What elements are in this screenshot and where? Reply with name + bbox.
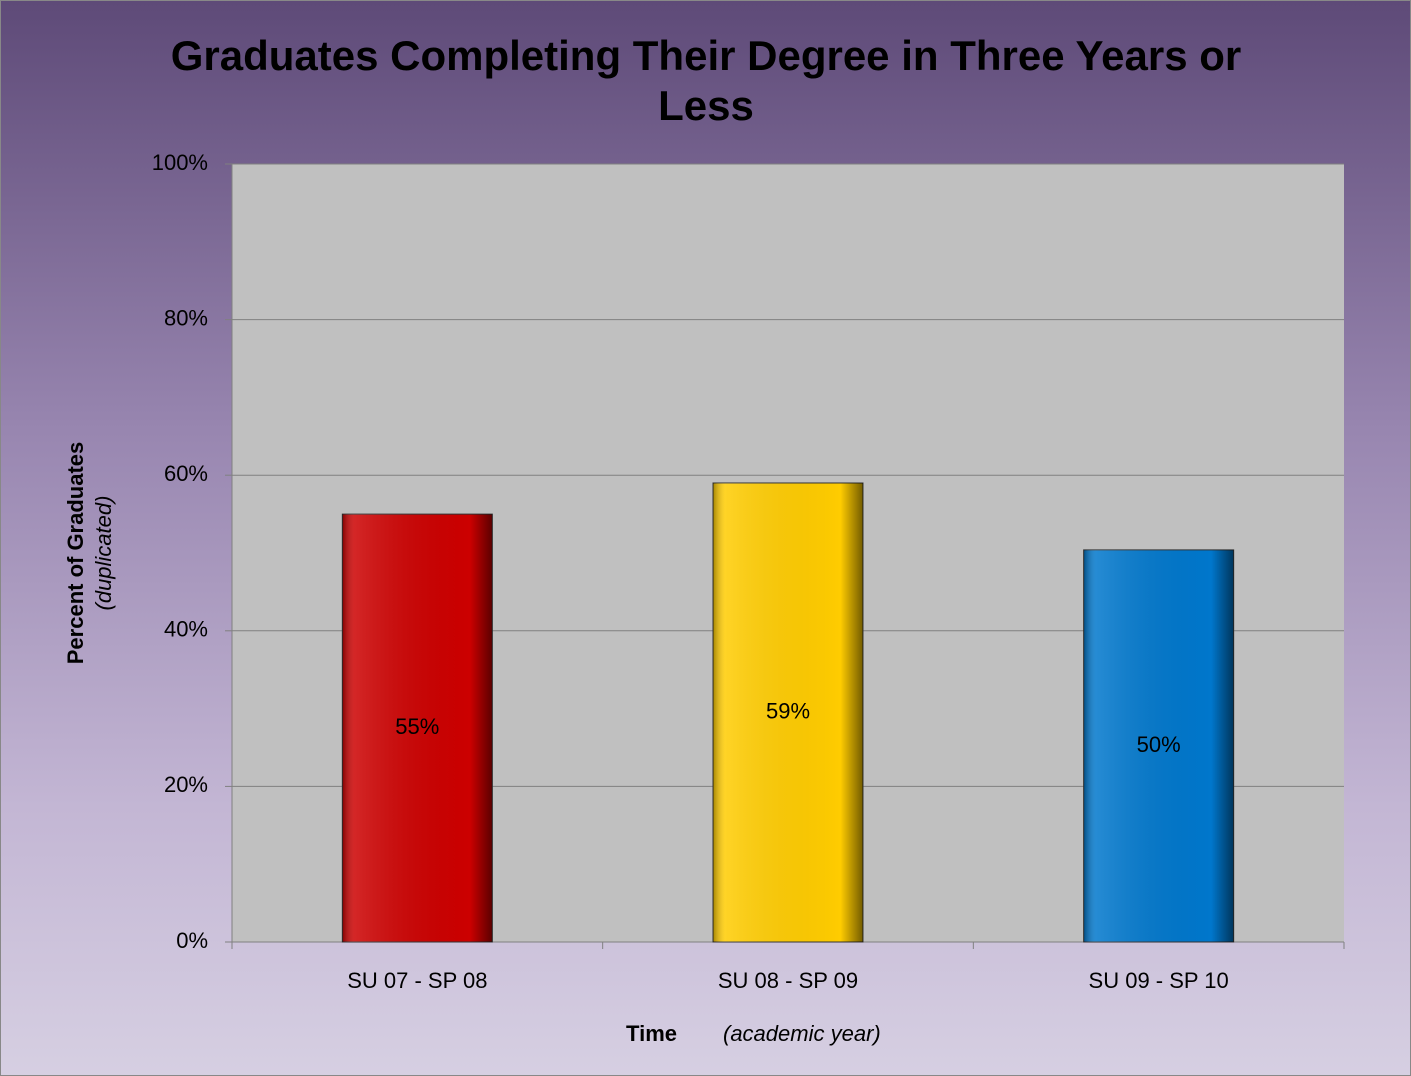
- y-tick-label: 80%: [164, 305, 208, 330]
- value-label: 55%: [395, 714, 439, 739]
- y-tick-label: 100%: [152, 150, 208, 175]
- y-axis-note: (duplicated): [91, 496, 116, 611]
- x-tick-label: SU 08 - SP 09: [718, 968, 858, 993]
- bar-shade: [342, 514, 493, 942]
- value-label: 59%: [766, 698, 810, 723]
- x-axis-label: Time: [626, 1021, 677, 1046]
- chart-title: Graduates Completing Their Degree in Thr…: [170, 32, 1242, 129]
- bar-shade: [1083, 549, 1234, 942]
- y-tick-label: 0%: [176, 928, 208, 953]
- y-tick-label: 60%: [164, 461, 208, 486]
- x-tick-label: SU 09 - SP 10: [1089, 968, 1229, 993]
- y-tick-label: 40%: [164, 617, 208, 642]
- bar-shade: [713, 482, 863, 942]
- x-axis-note: (academic year): [723, 1021, 881, 1046]
- y-axis-label: Percent of Graduates: [63, 442, 88, 665]
- y-tick-label: 20%: [164, 772, 208, 797]
- value-label: 50%: [1137, 732, 1181, 757]
- x-tick-label: SU 07 - SP 08: [347, 968, 487, 993]
